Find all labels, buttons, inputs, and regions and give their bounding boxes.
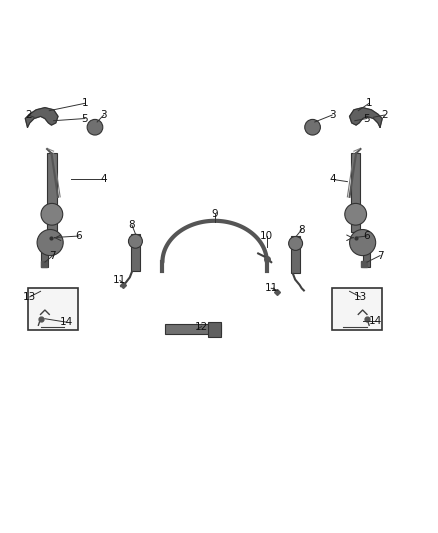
- Text: 2: 2: [381, 110, 388, 120]
- Text: 8: 8: [129, 220, 135, 230]
- Text: 10: 10: [260, 231, 273, 241]
- Text: 5: 5: [81, 114, 88, 124]
- Circle shape: [41, 204, 63, 225]
- Text: 4: 4: [100, 174, 107, 184]
- Text: 3: 3: [329, 110, 336, 120]
- Bar: [165, 325, 221, 334]
- Text: 3: 3: [100, 110, 107, 120]
- Polygon shape: [25, 108, 58, 127]
- Bar: [41, 243, 48, 266]
- Bar: [291, 236, 300, 273]
- Text: 11: 11: [113, 276, 127, 286]
- Text: 7: 7: [49, 251, 56, 261]
- Bar: [208, 322, 221, 337]
- Circle shape: [289, 237, 303, 251]
- Circle shape: [37, 230, 63, 256]
- Text: 7: 7: [377, 251, 383, 261]
- Text: 1: 1: [366, 98, 372, 108]
- Text: 6: 6: [364, 231, 370, 241]
- Circle shape: [345, 204, 367, 225]
- Polygon shape: [350, 108, 382, 127]
- Text: 14: 14: [60, 317, 73, 327]
- Bar: [332, 288, 382, 329]
- Text: 4: 4: [330, 174, 336, 184]
- Bar: [363, 243, 371, 266]
- Bar: [131, 234, 140, 271]
- Text: 6: 6: [75, 231, 82, 241]
- Text: 12: 12: [195, 321, 208, 332]
- Text: 2: 2: [25, 110, 32, 120]
- Text: 13: 13: [354, 292, 367, 302]
- Text: 9: 9: [212, 209, 218, 219]
- Bar: [351, 154, 360, 232]
- Bar: [47, 154, 57, 232]
- Circle shape: [128, 235, 142, 248]
- Circle shape: [350, 230, 376, 256]
- Text: 8: 8: [298, 224, 305, 235]
- Bar: [28, 288, 78, 329]
- Text: 5: 5: [364, 114, 370, 124]
- Text: 14: 14: [369, 316, 382, 326]
- Text: 13: 13: [23, 292, 36, 302]
- Circle shape: [87, 119, 103, 135]
- Text: 1: 1: [81, 98, 88, 108]
- Text: 11: 11: [265, 283, 278, 293]
- Circle shape: [305, 119, 321, 135]
